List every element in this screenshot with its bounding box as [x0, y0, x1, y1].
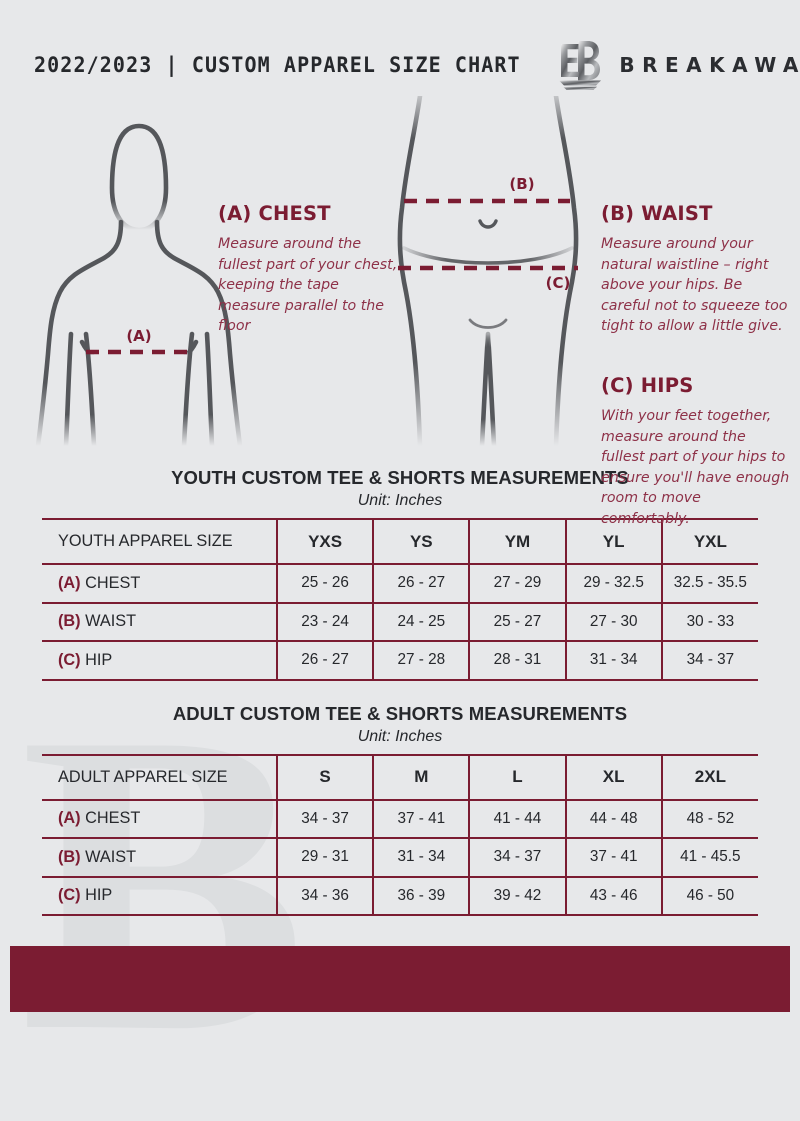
brand-name: BREAKAWAY: [619, 53, 800, 77]
size-column-header: M: [372, 753, 470, 801]
table-row: (A) CHEST 25 - 26 26 - 27 27 - 29 29 - 32.5 3…: [42, 563, 758, 604]
measurement-cell: 26 - 27: [275, 640, 374, 681]
measurement-cell: 37 - 41: [372, 798, 470, 839]
table-header-row: YOUTH APPAREL SIZE YXS YS YM YL YXL: [42, 518, 758, 565]
upper-body-torso-icon: (A): [35, 123, 243, 446]
measurement-cell: 31 - 34: [372, 837, 470, 878]
table-row: (B) WAIST 23 - 24 24 - 25 25 - 27 27 - 30 30 …: [42, 601, 758, 642]
measurement-cell: 34 - 37: [275, 798, 374, 839]
measurement-cell: 34 - 37: [468, 837, 566, 878]
waist-measure-label: (B): [509, 175, 534, 193]
breakaway-b-monogram-icon: [559, 41, 602, 90]
measurement-cell: 41 - 45.5: [660, 837, 758, 878]
measurement-cell: 25 - 27: [468, 601, 566, 642]
measurement-cell: 24 - 25: [372, 601, 470, 642]
youth-table-body: YOUTH APPAREL SIZE YXS YS YM YL YXL (A) CHEST 2…: [42, 518, 758, 681]
measurement-row-label: (A) CHEST: [42, 563, 277, 604]
measurement-row-label: (A) CHEST: [42, 798, 277, 839]
size-column-header: YL: [564, 518, 662, 565]
youth-table-unit: Unit: Inches: [357, 492, 443, 509]
adult-table-block: ADULT CUSTOM TEE & SHORTS MEASUREMENTS U…: [0, 703, 800, 917]
note-chest: (A) CHEST Measure around the fullest par…: [218, 202, 398, 337]
measurement-cell: 43 - 46: [564, 875, 662, 916]
measurement-cell: 27 - 30: [564, 601, 662, 642]
table-row: (B) WAIST 29 - 31 31 - 34 34 - 37 37 - 41 41 …: [42, 837, 758, 878]
measurement-cell: 39 - 42: [468, 875, 566, 916]
measurement-cell: 26 - 27: [372, 563, 470, 604]
lower-body-hips-icon: (B) (C): [397, 96, 579, 446]
measurement-tag: (C): [58, 650, 81, 669]
measurement-cell: 28 - 31: [468, 640, 566, 681]
measurement-cell: 25 - 26: [275, 563, 374, 604]
note-hips-heading: (C) HIPS: [601, 374, 694, 397]
measurement-cell: 31 - 34: [564, 640, 662, 681]
brand-lockup: BREAKAWAY: [557, 39, 800, 91]
measurement-cell: 29 - 31: [275, 837, 374, 878]
measurement-cell: 44 - 48: [564, 798, 662, 839]
measurement-cell: 29 - 32.5: [564, 563, 662, 604]
measurement-cell: 34 - 36: [275, 875, 374, 916]
note-waist: (B) WAIST Measure around your natural wa…: [601, 202, 791, 337]
measurement-illustrations: (A): [0, 96, 800, 527]
footer-bar: [10, 946, 790, 1012]
measurement-cell: 23 - 24: [275, 601, 374, 642]
hip-contour-line: [402, 246, 574, 265]
adult-size-table: ADULT APPAREL SIZE S M L XL 2XL (A) CHEST 34 - …: [42, 753, 758, 917]
note-waist-heading: (B) WAIST: [601, 202, 713, 225]
note-chest-body: Measure around the fullest part of your …: [218, 236, 398, 334]
measurement-tag: (C): [58, 886, 81, 905]
measurement-cell: 37 - 41: [564, 837, 662, 878]
youth-size-table: YOUTH APPAREL SIZE YXS YS YM YL YXL (A) CHEST 2…: [42, 518, 758, 681]
measurement-row-label: (C) HIP: [42, 640, 277, 681]
youth-table-block: YOUTH CUSTOM TEE & SHORTS MEASUREMENTS U…: [0, 467, 800, 681]
note-hips: (C) HIPS With your feet together, measur…: [601, 374, 793, 529]
measurement-cell: 36 - 39: [372, 875, 470, 916]
size-column-header: L: [468, 753, 566, 801]
adult-table-title: ADULT CUSTOM TEE & SHORTS MEASUREMENTS: [172, 702, 628, 724]
measurement-tag: (B): [58, 847, 81, 866]
table-row: (C) HIP 34 - 36 36 - 39 39 - 42 43 - 46 46 - …: [42, 875, 758, 916]
page-header: 2022/2023 | CUSTOM APPAREL SIZE CHART: [0, 0, 800, 92]
size-chart-page: 2022/2023 | CUSTOM APPAREL SIZE CHART: [0, 0, 800, 917]
measurement-tag: (B): [58, 612, 81, 631]
measurement-cell: 34 - 37: [660, 640, 758, 681]
table-row-header: ADULT APPAREL SIZE: [42, 753, 277, 801]
measurement-cell: 46 - 50: [660, 875, 758, 916]
size-column-header: 2XL: [660, 753, 758, 801]
size-column-header: YXS: [275, 518, 374, 565]
note-hips-body: With your feet together, measure around …: [601, 408, 790, 527]
measurement-row-label: (C) HIP: [42, 875, 277, 916]
table-row-header: YOUTH APPAREL SIZE: [42, 518, 277, 565]
measurement-row-label: (B) WAIST: [42, 837, 277, 878]
measurement-cell: 41 - 44: [468, 798, 566, 839]
adult-table-unit: Unit: Inches: [357, 727, 443, 745]
measurement-cell: 32.5 - 35.5: [660, 563, 758, 604]
measurement-tag: (A): [58, 809, 81, 828]
size-column-header: YXL: [660, 518, 758, 565]
crotch-contour-line: [468, 318, 508, 329]
size-column-header: YM: [468, 518, 566, 565]
table-row: (C) HIP 26 - 27 27 - 28 28 - 31 31 - 34 34 - …: [42, 640, 758, 681]
measurement-cell: 30 - 33: [660, 601, 758, 642]
chest-measure-label: (A): [126, 327, 151, 345]
measurement-cell: 27 - 29: [468, 563, 566, 604]
navel-icon: [478, 219, 498, 229]
size-column-header: XL: [564, 753, 662, 801]
hips-measure-label: (C): [546, 274, 571, 292]
adult-table-body: ADULT APPAREL SIZE S M L XL 2XL (A) CHEST 34 - …: [42, 753, 758, 916]
measurement-cell: 27 - 28: [372, 640, 470, 681]
page-title: 2022/2023 | CUSTOM APPAREL SIZE CHART: [34, 52, 521, 78]
size-column-header: S: [275, 753, 374, 801]
table-header-row: ADULT APPAREL SIZE S M L XL 2XL: [42, 753, 758, 801]
size-column-header: YS: [372, 518, 470, 565]
measurement-cell: 48 - 52: [660, 798, 758, 839]
table-row: (A) CHEST 34 - 37 37 - 41 41 - 44 44 - 48 48 …: [42, 798, 758, 839]
note-chest-heading: (A) CHEST: [218, 202, 331, 225]
youth-table-title: YOUTH CUSTOM TEE & SHORTS MEASUREMENTS: [171, 467, 629, 488]
measurement-row-label: (B) WAIST: [42, 601, 277, 642]
note-waist-body: Measure around your natural waistline – …: [601, 236, 788, 334]
measurement-tag: (A): [58, 573, 81, 592]
